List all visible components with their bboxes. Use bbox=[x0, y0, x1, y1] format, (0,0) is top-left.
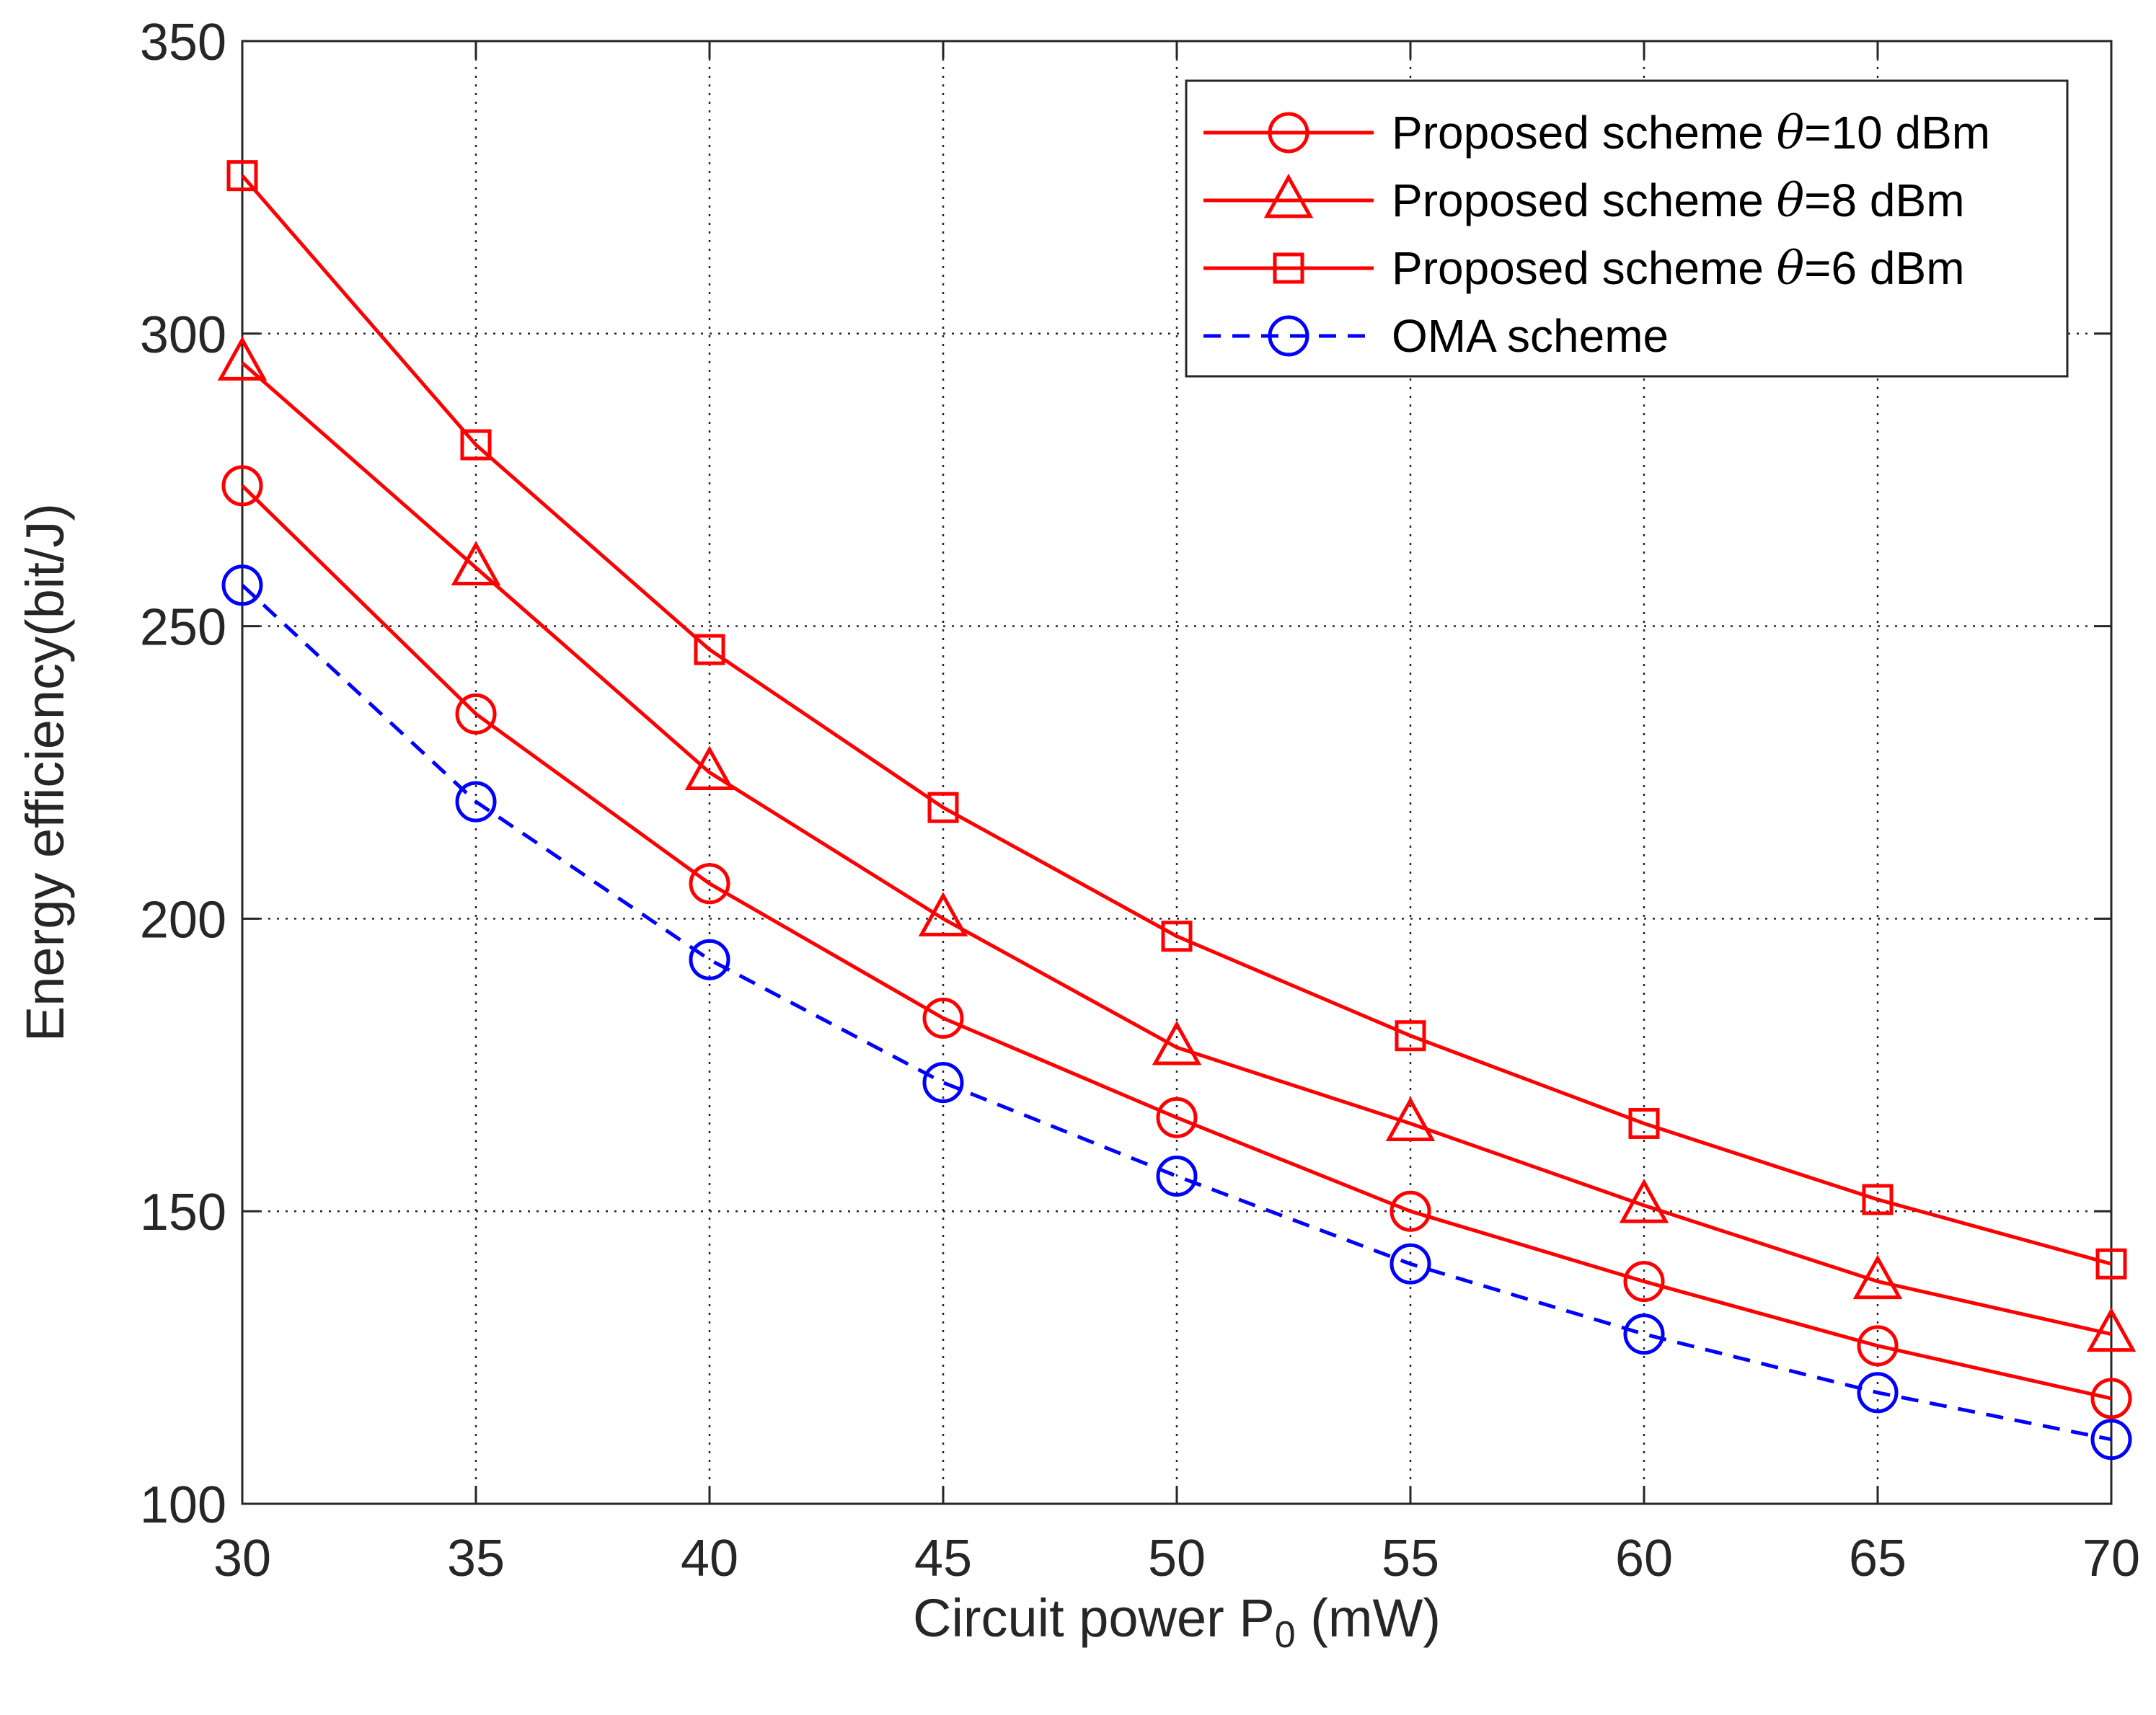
series-line bbox=[241, 484, 2112, 1401]
data-point-marker bbox=[689, 939, 730, 980]
data-point-marker bbox=[2086, 1307, 2137, 1352]
data-point-marker bbox=[226, 160, 258, 192]
data-point-marker bbox=[1623, 1313, 1665, 1355]
data-point-marker bbox=[221, 465, 263, 507]
data-point-marker bbox=[684, 745, 735, 790]
y-tick-label: 350 bbox=[140, 14, 226, 71]
legend-label-suffix: =6 dBm bbox=[1804, 242, 1964, 294]
series-2 bbox=[217, 336, 2137, 1352]
legend-label-prefix: Proposed scheme bbox=[1392, 174, 1777, 226]
y-tick-label: 250 bbox=[140, 599, 226, 657]
legend-label-prefix: OMA scheme bbox=[1392, 310, 1669, 362]
y-tick-label: 300 bbox=[140, 306, 226, 364]
data-point-marker bbox=[1156, 1156, 1198, 1197]
data-point-marker bbox=[460, 429, 492, 461]
series-line bbox=[241, 583, 2112, 1442]
y-tick-label: 200 bbox=[140, 891, 226, 949]
data-point-marker bbox=[1390, 1243, 1431, 1285]
x-axis-label-suffix: (mW) bbox=[1296, 1588, 1441, 1648]
data-point-marker bbox=[455, 781, 497, 823]
data-point-marker bbox=[1628, 1107, 1660, 1139]
data-point-marker bbox=[918, 892, 968, 936]
data-point-marker bbox=[217, 336, 268, 381]
series-4 bbox=[221, 564, 2132, 1461]
legend-label-suffix: =10 dBm bbox=[1804, 107, 1990, 159]
legend-box bbox=[1185, 79, 2069, 378]
y-tick-label: 100 bbox=[140, 1476, 226, 1534]
data-point-marker bbox=[1623, 1261, 1665, 1303]
x-axis-label: Circuit power P0 (mW) bbox=[913, 1588, 1441, 1656]
legend-label-theta: θ bbox=[1777, 174, 1805, 228]
data-point-marker bbox=[455, 693, 497, 735]
series-line bbox=[241, 361, 2112, 1337]
data-point-marker bbox=[1857, 1372, 1899, 1414]
series-3 bbox=[226, 160, 2127, 1280]
data-point-marker bbox=[1385, 1096, 1436, 1141]
legend-label: Proposed scheme θ=6 dBm bbox=[1392, 242, 1965, 296]
legend-label-theta: θ bbox=[1777, 107, 1805, 160]
legend-entry: Proposed scheme θ=8 dBm bbox=[1203, 173, 1965, 228]
data-point-marker bbox=[922, 997, 964, 1039]
series-line bbox=[241, 174, 2112, 1266]
data-point-marker bbox=[694, 634, 725, 665]
data-series bbox=[217, 160, 2137, 1461]
data-point-marker bbox=[1390, 1190, 1431, 1232]
legend-entry: Proposed scheme θ=10 dBm bbox=[1203, 107, 1990, 160]
x-axis-label-prefix: Circuit power P bbox=[913, 1588, 1275, 1648]
y-tick-labels: 100 150 200 250 300 350 bbox=[140, 14, 226, 1534]
data-point-marker bbox=[1852, 1254, 1903, 1300]
legend-label-prefix: Proposed scheme bbox=[1392, 107, 1777, 159]
axis-ticks bbox=[241, 40, 2113, 1505]
data-point-marker bbox=[1395, 1020, 1426, 1052]
data-point-marker bbox=[1862, 1184, 1894, 1215]
x-tick-label: 30 bbox=[213, 1530, 271, 1587]
data-point-marker bbox=[2090, 1419, 2132, 1461]
legend-label-prefix: Proposed scheme bbox=[1392, 242, 1777, 294]
x-tick-label: 60 bbox=[1615, 1530, 1673, 1587]
legend-label: Proposed scheme θ=8 dBm bbox=[1392, 174, 1965, 228]
series-1 bbox=[221, 465, 2132, 1419]
legend-entry: Proposed scheme θ=6 dBm bbox=[1203, 242, 1965, 296]
data-point-marker bbox=[2090, 1378, 2132, 1419]
x-tick-label: 45 bbox=[914, 1530, 972, 1587]
data-point-marker bbox=[1156, 1096, 1198, 1138]
data-point-marker bbox=[1619, 1178, 1669, 1223]
x-tick-label: 70 bbox=[2082, 1530, 2140, 1587]
y-tick-label: 150 bbox=[140, 1184, 226, 1241]
data-point-marker bbox=[927, 792, 959, 823]
y-axis-label: Energy efficiency(bit/J) bbox=[15, 503, 75, 1042]
x-tick-labels: 30 35 40 45 50 55 60 65 70 bbox=[213, 1530, 2140, 1587]
data-point-marker bbox=[689, 863, 730, 905]
legend-label-theta: θ bbox=[1777, 242, 1805, 296]
legend-label-suffix: =8 dBm bbox=[1804, 174, 1964, 226]
x-tick-label: 40 bbox=[681, 1530, 738, 1587]
legend-marker bbox=[1268, 315, 1309, 357]
data-point-marker bbox=[1152, 1020, 1202, 1065]
legend-label: OMA scheme bbox=[1392, 310, 1669, 362]
x-tick-label: 35 bbox=[447, 1530, 505, 1587]
data-point-marker bbox=[1857, 1325, 1899, 1367]
legend-label: Proposed scheme θ=10 dBm bbox=[1392, 107, 1990, 160]
legend-marker bbox=[1273, 252, 1304, 284]
data-point-marker bbox=[2095, 1248, 2127, 1280]
data-point-marker bbox=[451, 541, 501, 585]
x-tick-label: 55 bbox=[1382, 1530, 1439, 1587]
legend-marker bbox=[1263, 173, 1314, 218]
data-point-marker bbox=[922, 1062, 964, 1104]
x-tick-label: 65 bbox=[1849, 1530, 1907, 1587]
x-tick-label: 50 bbox=[1148, 1530, 1206, 1587]
legend-entry: OMA scheme bbox=[1203, 310, 1669, 362]
data-point-marker bbox=[1161, 921, 1193, 952]
x-axis-label-subscript: 0 bbox=[1275, 1614, 1296, 1656]
data-point-marker bbox=[221, 564, 263, 606]
legend-marker bbox=[1268, 112, 1309, 154]
